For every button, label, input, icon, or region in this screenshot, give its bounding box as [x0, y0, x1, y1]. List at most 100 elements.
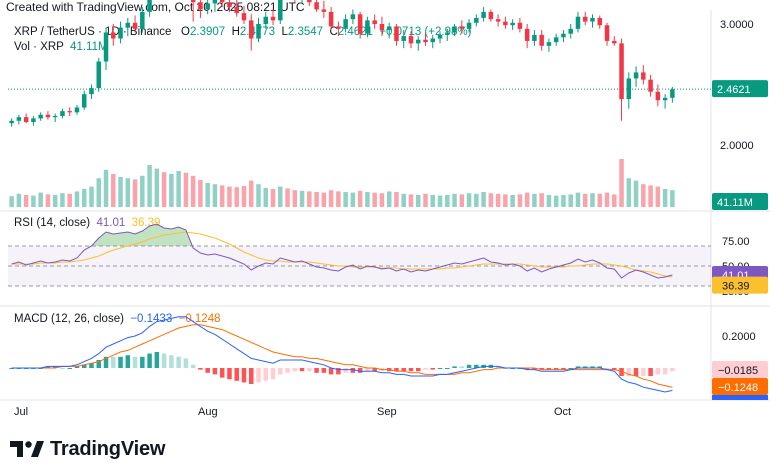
- macd-histogram-bar: [169, 355, 174, 368]
- volume-bar: [278, 186, 283, 207]
- volume-bar: [67, 193, 72, 207]
- price-tick-label: 3.0000: [720, 19, 754, 31]
- candle-body: [125, 22, 131, 28]
- volume-badge-text: 41.11M: [717, 197, 753, 209]
- time-axis-label: Sep: [377, 406, 397, 418]
- volume-label[interactable]: Vol · XRP: [14, 41, 64, 53]
- macd-histogram-bar: [474, 364, 479, 368]
- macd-histogram-bar: [575, 366, 581, 368]
- close-value: 2.4621: [337, 26, 373, 38]
- candle-body: [328, 11, 334, 27]
- candle-body: [321, 9, 327, 12]
- candle-body: [103, 32, 109, 62]
- candle-body: [52, 115, 58, 118]
- volume-bar: [459, 194, 465, 207]
- macd-histogram-bar: [423, 368, 428, 370]
- macd-histogram-bar: [74, 366, 80, 368]
- macd-histogram-bar: [60, 368, 65, 369]
- macd-signal-line: [11, 324, 673, 388]
- macd-histogram-bar: [321, 368, 327, 373]
- macd-line-value: −0.1433: [130, 313, 173, 325]
- candle-body: [394, 26, 399, 41]
- macd-histogram-bar: [219, 368, 225, 378]
- macd-histogram-bar: [67, 368, 72, 369]
- volume-bar: [169, 174, 174, 207]
- macd-histogram-bar: [9, 368, 14, 369]
- volume-bar: [445, 195, 450, 207]
- volume-bar: [481, 192, 486, 207]
- macd-histogram-bar: [655, 368, 661, 375]
- candle-body: [190, 0, 196, 3]
- price-tick-label: 2.0000: [720, 140, 754, 152]
- volume-bar: [38, 192, 43, 207]
- macd-histogram-bar: [270, 368, 276, 380]
- candle-body: [619, 43, 624, 100]
- candle-body: [655, 91, 661, 101]
- volume-bar: [336, 191, 341, 207]
- candle-body: [546, 42, 552, 46]
- candle-body: [96, 61, 102, 89]
- candle-body: [314, 2, 319, 10]
- volume-bar: [198, 180, 203, 207]
- macd-histogram-bar: [103, 356, 109, 368]
- rsi-label[interactable]: RSI (14, close): [14, 217, 91, 229]
- candle-body: [495, 19, 501, 22]
- volume-bar: [379, 193, 385, 207]
- volume-bar: [510, 195, 515, 207]
- macd-histogram-bar: [648, 368, 653, 376]
- macd-label[interactable]: MACD (12, 26, close): [14, 313, 124, 325]
- macd-histogram-bar: [604, 368, 610, 369]
- volume-bar: [270, 189, 276, 207]
- macd-hist-badge-text: −0.0185: [718, 365, 758, 377]
- macd-signal-badge-text: −0.1248: [718, 382, 758, 394]
- macd-histogram-bar: [132, 356, 138, 368]
- tradingview-wordmark: TradingView: [50, 437, 166, 460]
- symbol-pair[interactable]: XRP / TetherUS · 1D · Binance: [14, 26, 172, 38]
- volume-bar: [328, 190, 334, 207]
- macd-histogram-bar: [96, 360, 102, 368]
- current-price-badge: [712, 80, 768, 98]
- candle-body: [670, 89, 675, 98]
- volume-bar: [408, 194, 414, 207]
- macd-histogram-bar: [292, 368, 298, 372]
- volume-bar: [154, 168, 160, 207]
- axes: 4.00003.50003.00002.00001.50002.462141.1…: [14, 19, 768, 418]
- macd-histogram-bar: [365, 368, 370, 372]
- volume-bar: [45, 194, 51, 207]
- volume-bar: [401, 193, 406, 207]
- macd-histogram-bar: [394, 368, 399, 372]
- volume-bar: [626, 178, 632, 207]
- open-value: 2.3907: [190, 26, 226, 38]
- close-label: C: [329, 26, 338, 38]
- candle-body: [23, 117, 29, 123]
- candle-body: [604, 25, 610, 41]
- volume-bar: [96, 178, 102, 207]
- candle-body: [474, 17, 479, 23]
- volume-bar: [546, 195, 552, 207]
- macd-histogram-bar: [212, 368, 218, 375]
- volume-bar: [52, 195, 58, 207]
- volume-bar: [60, 193, 65, 207]
- tradingview-logo[interactable]: TradingView: [10, 436, 165, 462]
- candle-body: [357, 14, 363, 34]
- candle-body: [633, 72, 639, 79]
- volume-bar: [561, 195, 566, 207]
- candle-body: [437, 34, 443, 39]
- macd-histogram-bar: [401, 368, 406, 372]
- price-pane: [8, 0, 711, 127]
- rsi-overbought-fill: [11, 224, 673, 246]
- candle-body: [212, 0, 218, 4]
- candle-body: [626, 78, 632, 100]
- time-axis-label: Jul: [14, 406, 28, 418]
- candle-body: [74, 107, 80, 113]
- macd-histogram-bar: [568, 368, 573, 369]
- candle-body: [539, 34, 544, 46]
- rsi-value: 41.01: [96, 217, 126, 229]
- candle-body: [430, 38, 436, 43]
- macd-histogram-bar: [190, 364, 196, 368]
- candle-body: [503, 21, 508, 26]
- candle-body: [590, 17, 595, 22]
- candle-body: [553, 37, 559, 43]
- candle-body: [111, 32, 116, 39]
